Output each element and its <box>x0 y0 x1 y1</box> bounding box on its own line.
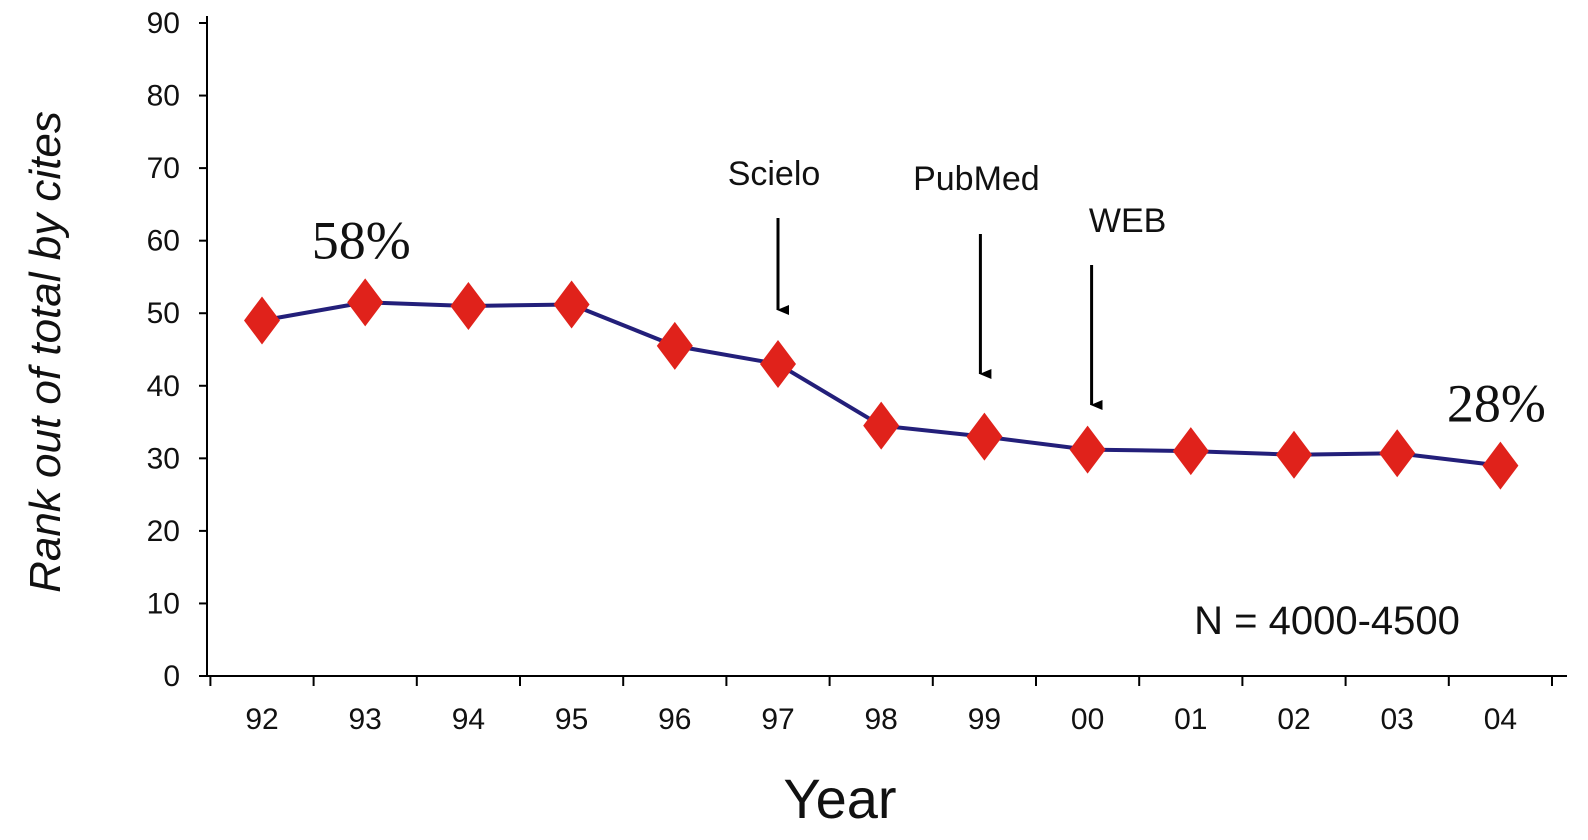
x-tick-label: 01 <box>1174 703 1207 736</box>
x-axis-ticks: 92 93 94 95 96 97 98 99 00 01 02 03 04 <box>210 676 1552 736</box>
data-point-97 <box>760 340 796 388</box>
data-point-03 <box>1379 429 1415 477</box>
y-tick-label: 20 <box>147 515 180 548</box>
y-axis-label: Rank out of total by cites <box>21 111 70 593</box>
sample-size-note: N = 4000-4500 <box>1194 599 1460 643</box>
data-point-02 <box>1276 431 1312 479</box>
x-tick-label: 02 <box>1277 703 1310 736</box>
y-axis-ticks: 0 10 20 30 40 50 60 70 80 90 <box>147 7 207 693</box>
data-point-94 <box>450 282 486 330</box>
x-tick-label: 03 <box>1381 703 1414 736</box>
x-tick-label: 94 <box>452 703 485 736</box>
x-axis-label: Year <box>783 767 896 830</box>
data-point-01 <box>1173 427 1209 475</box>
y-tick-label: 80 <box>147 80 180 113</box>
x-tick-label: 00 <box>1071 703 1104 736</box>
event-annotations: Scielo PubMed WEB <box>728 155 1167 405</box>
data-point-99 <box>966 413 1002 461</box>
x-tick-label: 93 <box>349 703 382 736</box>
event-label: WEB <box>1089 202 1166 240</box>
percent-label: 28% <box>1447 374 1546 434</box>
x-tick-label: 97 <box>761 703 794 736</box>
x-tick-label: 98 <box>865 703 898 736</box>
x-tick-label: 95 <box>555 703 588 736</box>
y-tick-label: 10 <box>147 587 180 620</box>
percent-annotations: 58% 28% <box>312 210 1546 433</box>
y-tick-label: 60 <box>147 225 180 258</box>
x-tick-label: 99 <box>968 703 1001 736</box>
x-tick-label: 96 <box>658 703 691 736</box>
data-point-96 <box>657 322 693 370</box>
data-point-00 <box>1070 426 1106 474</box>
x-tick-label: 04 <box>1484 703 1517 736</box>
y-tick-label: 40 <box>147 370 180 403</box>
percent-label: 58% <box>312 210 411 270</box>
y-tick-label: 70 <box>147 152 180 185</box>
data-point-93 <box>347 278 383 326</box>
series-markers <box>244 278 1518 489</box>
data-point-95 <box>554 281 590 329</box>
y-tick-label: 0 <box>163 660 180 693</box>
y-tick-label: 50 <box>147 297 180 330</box>
event-label: PubMed <box>913 160 1040 198</box>
y-tick-label: 30 <box>147 442 180 475</box>
data-point-04 <box>1482 442 1518 490</box>
event-label: Scielo <box>728 155 821 193</box>
data-point-92 <box>244 296 280 344</box>
y-tick-label: 90 <box>147 7 180 40</box>
data-point-98 <box>863 402 899 450</box>
x-tick-label: 92 <box>245 703 278 736</box>
